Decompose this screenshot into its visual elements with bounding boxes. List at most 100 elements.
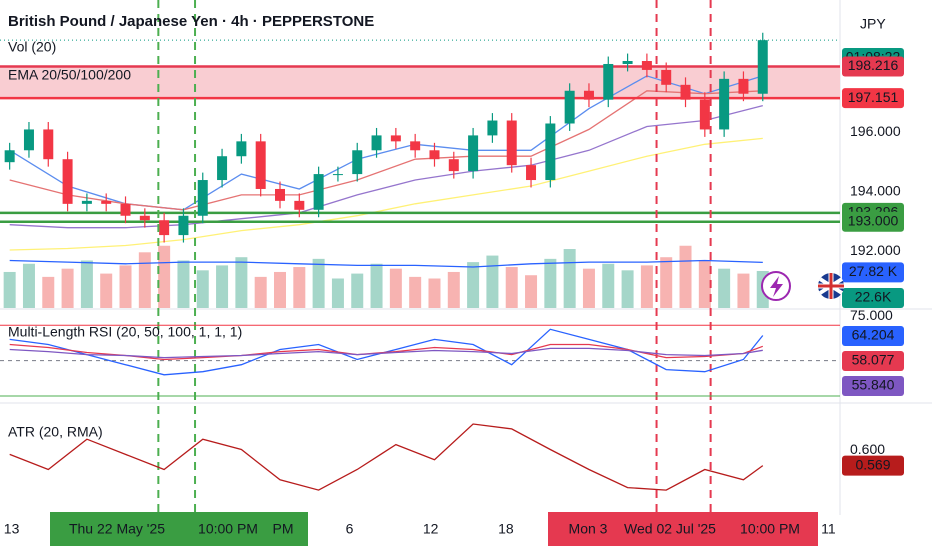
candle-body <box>390 135 401 142</box>
volume-bar <box>544 258 557 308</box>
axis-label: 197.151 <box>848 89 899 105</box>
axis-label: 58.077 <box>852 352 895 368</box>
rsi-line <box>9 328 764 376</box>
ema-line <box>9 137 763 251</box>
x-tick-label: 13 <box>4 521 20 537</box>
candle-body <box>583 90 594 100</box>
candle-body <box>23 129 34 151</box>
volume-bar <box>409 276 422 308</box>
candle-body <box>622 61 633 64</box>
candle-body <box>719 78 730 130</box>
volume-bar <box>525 275 538 308</box>
axis-label: 55.840 <box>852 377 895 393</box>
volume-bar <box>80 260 93 308</box>
volume-bar <box>351 273 364 308</box>
volume-bar <box>138 252 151 308</box>
candle-body <box>120 203 131 216</box>
time-highlight-label: Mon 3 <box>569 521 608 537</box>
time-highlight-label: Thu 22 May '25 <box>69 521 165 537</box>
volume-bar <box>119 265 132 308</box>
axis-label-box <box>842 351 904 371</box>
volume-bar <box>428 278 441 308</box>
x-tick-label: 12 <box>423 521 439 537</box>
candle-body <box>371 135 382 151</box>
candle-body <box>545 123 556 181</box>
currency-label: JPY <box>860 16 886 32</box>
axis-label: 22.6K <box>855 289 892 305</box>
y-tick-label: 0.600 <box>850 441 885 457</box>
time-highlight-label: 10:00 PM <box>740 521 800 537</box>
volume-bar <box>3 271 16 308</box>
candle-body <box>178 215 189 236</box>
axis-label: 0.569 <box>855 456 890 472</box>
candle-body <box>275 188 285 201</box>
volume-bar <box>640 265 653 308</box>
axis-label: 27.82 K <box>849 263 898 279</box>
candle-body <box>410 141 421 151</box>
x-tick-label: 6 <box>346 521 354 537</box>
atr-line <box>9 423 764 491</box>
candle-body <box>139 215 150 221</box>
candle-body <box>641 61 652 70</box>
y-tick-label: 196.000 <box>850 123 901 139</box>
volume-bar <box>602 263 615 308</box>
volume-bar <box>621 270 634 308</box>
candle-body <box>255 141 266 189</box>
volume-bar <box>389 268 402 308</box>
axis-label: 193.000 <box>848 212 899 228</box>
time-highlight <box>50 512 308 546</box>
candle-body <box>680 84 691 100</box>
axis-label-box <box>842 88 904 109</box>
volume-bar <box>582 268 595 308</box>
candle-body <box>4 150 15 163</box>
plot-layer: 27.82 K22.6K192.000194.000196.00001:08:2… <box>0 0 904 546</box>
candle-body <box>487 120 498 136</box>
lightning-icon[interactable] <box>761 271 791 301</box>
axis-label-box <box>842 326 904 346</box>
candle-body <box>332 174 343 176</box>
icon-bolt <box>770 276 783 297</box>
volume-bar <box>293 267 306 308</box>
candle-body <box>526 165 537 181</box>
volume-bar <box>718 268 731 308</box>
volume-bar <box>61 268 74 308</box>
volume-bar <box>370 263 383 308</box>
axis-label-box <box>842 455 904 476</box>
candle-body <box>429 150 440 160</box>
pane-title: ATR (20, RMA) <box>8 424 103 440</box>
volume-ma <box>9 259 763 268</box>
candle-body <box>661 69 672 85</box>
time-highlight-label: Wed 02 Jul '25 <box>624 521 716 537</box>
volume-bar <box>22 263 35 308</box>
candle-body <box>236 141 247 157</box>
volume-bar <box>660 257 673 308</box>
volume-bar <box>486 255 499 308</box>
volume-bar <box>235 257 248 308</box>
candle-body <box>294 200 305 210</box>
volume-bar <box>42 276 55 308</box>
volume-bar <box>467 262 480 308</box>
candle-body <box>313 174 324 210</box>
volume-bar <box>737 273 750 308</box>
flag-icon[interactable] <box>818 273 844 299</box>
candle-body <box>699 99 710 130</box>
volume-bar <box>698 260 711 308</box>
axis-label-box <box>842 376 904 396</box>
flag-cross <box>818 273 844 299</box>
candle-body <box>101 200 112 204</box>
candle-body <box>506 120 517 166</box>
volume-bar <box>679 245 692 308</box>
volume-bar <box>196 270 209 308</box>
volume-bar <box>100 273 113 308</box>
chart-title: British Pound / Japanese Yen · 4h · PEPP… <box>8 13 374 30</box>
y-tick-label: 75.000 <box>850 307 893 323</box>
volume-bar <box>177 260 190 308</box>
y-tick-label: 194.000 <box>850 183 901 199</box>
candle-body <box>468 135 479 172</box>
candle-body <box>217 156 228 181</box>
x-tick-label: 11 <box>821 521 836 537</box>
ema-line <box>9 104 763 229</box>
volume-bar <box>274 271 286 308</box>
volume-bar <box>447 271 460 308</box>
volume-bar <box>216 265 229 308</box>
